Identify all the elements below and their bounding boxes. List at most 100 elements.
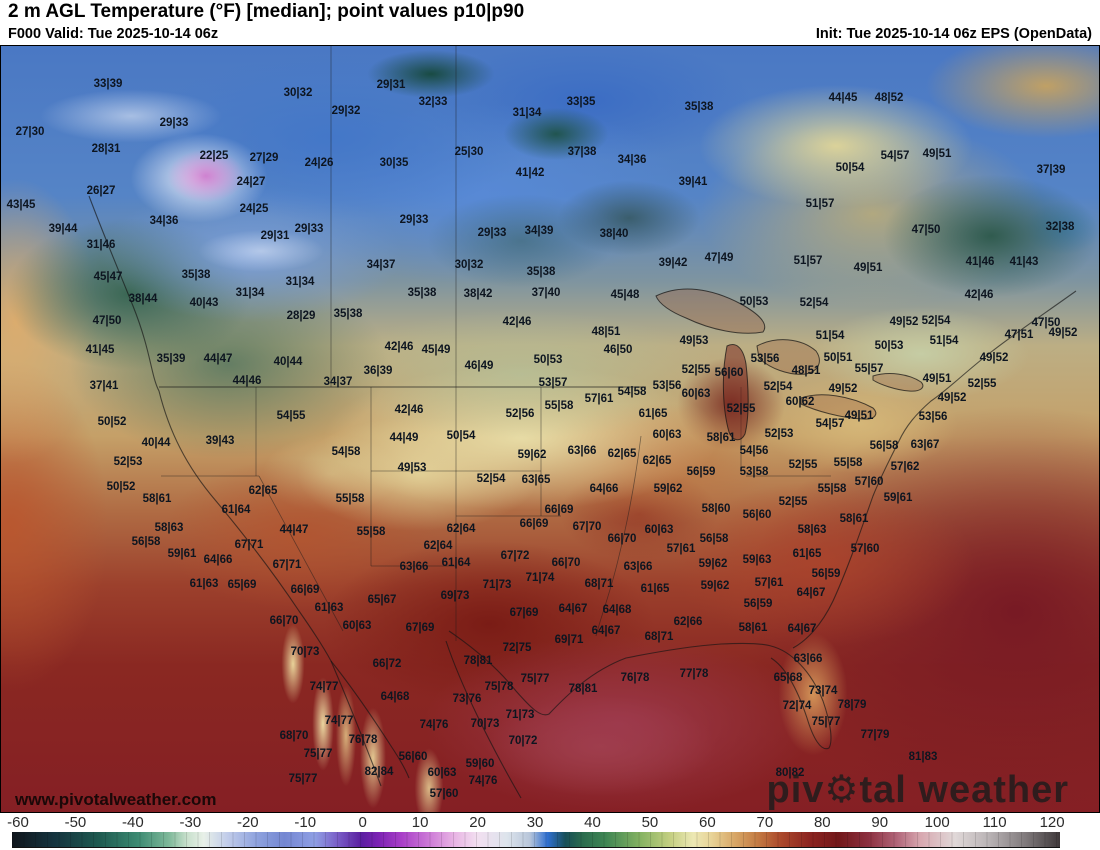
point-value: 65|68 xyxy=(773,672,803,684)
point-value: 66|70 xyxy=(269,615,299,627)
point-value: 78|79 xyxy=(837,699,867,711)
point-value: 67|71 xyxy=(234,539,264,551)
point-value: 52|56 xyxy=(505,408,535,420)
point-value: 59|61 xyxy=(167,548,197,560)
point-value: 49|52 xyxy=(889,316,919,328)
point-value: 33|35 xyxy=(566,96,596,108)
point-value: 37|38 xyxy=(567,146,597,158)
point-value: 55|58 xyxy=(544,400,574,412)
point-value: 44|49 xyxy=(389,432,419,444)
point-value: 30|32 xyxy=(454,259,484,271)
point-value: 35|38 xyxy=(333,308,363,320)
point-value: 71|73 xyxy=(505,709,535,721)
colorbar-tick-label: -20 xyxy=(236,814,259,831)
point-value: 42|46 xyxy=(502,316,532,328)
point-value: 44|46 xyxy=(232,375,262,387)
point-value: 68|71 xyxy=(644,631,674,643)
point-value: 66|69 xyxy=(290,584,320,596)
point-value: 47|50 xyxy=(1031,317,1061,329)
point-value: 45|47 xyxy=(93,271,123,283)
point-value: 37|41 xyxy=(89,380,119,392)
point-value: 39|41 xyxy=(678,176,708,188)
point-value: 71|74 xyxy=(525,572,555,584)
point-value: 63|66 xyxy=(623,561,653,573)
point-value: 51|54 xyxy=(815,330,845,342)
point-value: 42|46 xyxy=(394,404,424,416)
colorbar-tick-label: -30 xyxy=(179,814,202,831)
point-value: 39|42 xyxy=(658,257,688,269)
point-value: 51|57 xyxy=(793,255,823,267)
point-value: 54|58 xyxy=(617,386,647,398)
point-value: 56|59 xyxy=(811,568,841,580)
point-value: 38|42 xyxy=(463,288,493,300)
point-value: 31|34 xyxy=(285,276,315,288)
point-value: 64|68 xyxy=(380,691,410,703)
point-value: 34|39 xyxy=(524,225,554,237)
point-value: 49|51 xyxy=(922,373,952,385)
point-value: 78|81 xyxy=(568,683,598,695)
state-boundaries xyxy=(88,46,1077,799)
point-value: 52|54 xyxy=(921,315,951,327)
point-value: 30|32 xyxy=(283,87,313,99)
point-value: 30|35 xyxy=(379,157,409,169)
point-value: 59|63 xyxy=(742,554,772,566)
colorbar-tick-label: 80 xyxy=(813,814,831,831)
colorbar-tick-label: 90 xyxy=(871,814,889,831)
point-value: 75|78 xyxy=(484,681,514,693)
point-value: 55|57 xyxy=(854,363,884,375)
point-value: 35|39 xyxy=(156,353,186,365)
point-value: 59|62 xyxy=(700,580,730,592)
point-value: 40|44 xyxy=(273,356,303,368)
point-value: 60|62 xyxy=(785,396,815,408)
point-value: 48|51 xyxy=(791,365,821,377)
point-value: 43|45 xyxy=(6,199,36,211)
point-value: 51|54 xyxy=(929,335,959,347)
watermark: www.pivotalweather.com xyxy=(15,790,217,809)
point-value: 74|77 xyxy=(324,715,354,727)
point-value: 66|72 xyxy=(372,658,402,670)
point-value: 27|29 xyxy=(249,152,279,164)
point-value: 55|58 xyxy=(335,493,365,505)
point-value: 61|65 xyxy=(792,548,822,560)
point-value: 29|31 xyxy=(260,230,290,242)
point-value: 32|38 xyxy=(1045,221,1075,233)
point-value: 56|59 xyxy=(686,466,716,478)
point-value: 52|53 xyxy=(764,428,794,440)
point-value: 76|78 xyxy=(348,734,378,746)
point-value: 57|62 xyxy=(890,461,920,473)
point-value: 66|70 xyxy=(607,533,637,545)
point-value: 36|39 xyxy=(363,365,393,377)
point-value: 64|67 xyxy=(796,587,826,599)
point-value: 50|53 xyxy=(533,354,563,366)
point-value: 29|33 xyxy=(159,117,189,129)
point-value: 63|66 xyxy=(793,653,823,665)
point-value: 27|30 xyxy=(15,126,45,138)
point-value: 59|60 xyxy=(465,758,495,770)
point-value: 57|60 xyxy=(429,788,459,800)
point-value: 58|61 xyxy=(839,513,869,525)
point-value: 55|58 xyxy=(817,483,847,495)
point-value: 39|44 xyxy=(48,223,78,235)
point-value: 54|56 xyxy=(739,445,769,457)
point-value: 66|69 xyxy=(544,504,574,516)
point-value: 70|72 xyxy=(508,735,538,747)
point-value: 75|77 xyxy=(520,673,550,685)
point-value: 49|51 xyxy=(922,148,952,160)
point-value: 80|82 xyxy=(775,767,805,779)
point-value: 75|77 xyxy=(288,773,318,785)
point-value: 31|34 xyxy=(235,287,265,299)
point-value: 44|45 xyxy=(828,92,858,104)
point-value: 49|52 xyxy=(937,392,967,404)
colorbar-tick-label: 10 xyxy=(411,814,429,831)
temperature-field-image xyxy=(1,46,1099,812)
point-value: 68|71 xyxy=(584,578,614,590)
point-value: 74|77 xyxy=(309,681,339,693)
point-value: 72|75 xyxy=(502,642,532,654)
logo-text-weather: weather xyxy=(906,769,1069,811)
point-value: 81|83 xyxy=(908,751,938,763)
point-value: 66|69 xyxy=(519,518,549,530)
point-value: 82|84 xyxy=(364,766,394,778)
point-value: 74|76 xyxy=(419,719,449,731)
point-value: 63|66 xyxy=(567,445,597,457)
colorbar-tick-label: -60 xyxy=(7,814,29,831)
